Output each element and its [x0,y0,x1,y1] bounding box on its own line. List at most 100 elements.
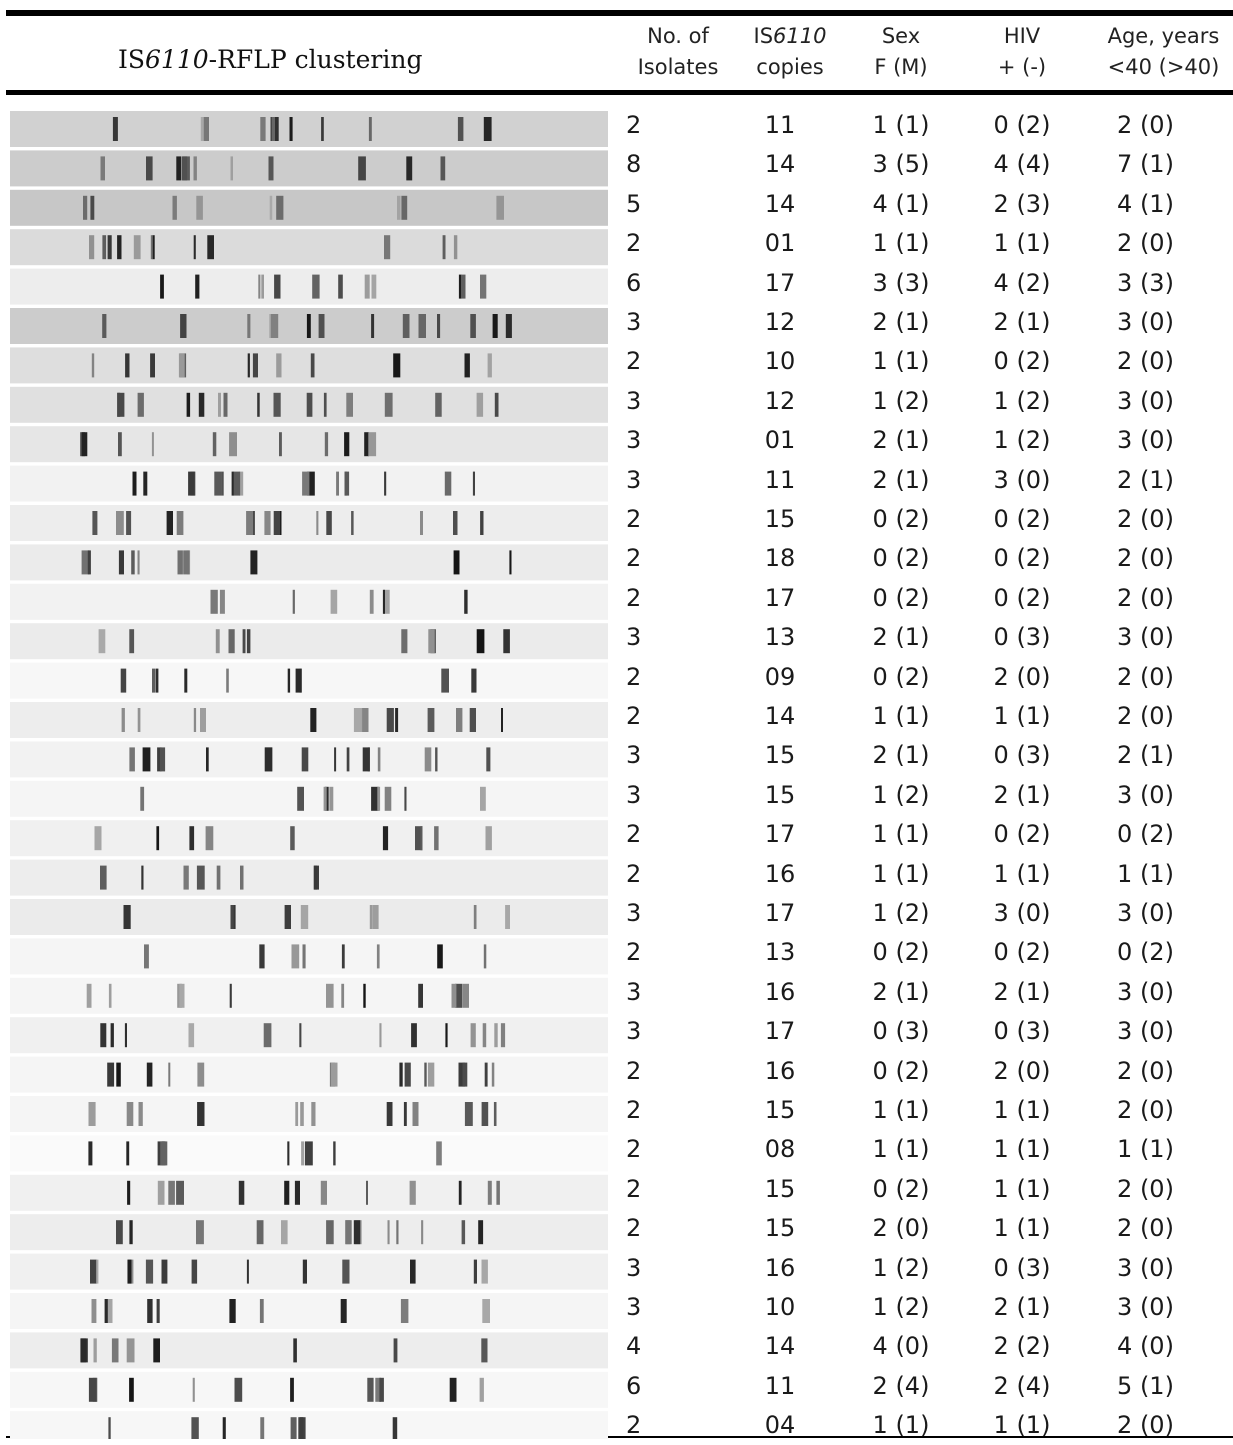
gel-band [156,826,160,851]
copies-cell: 14 [764,702,796,730]
hiv-cell: 2 (4) [993,1371,1051,1400]
age-cell: 2 (0) [1117,111,1174,139]
copies-cell: 15 [764,1214,796,1243]
gel-band [196,865,205,890]
gel-band [353,1220,361,1245]
copies-cell: 12 [764,308,796,336]
gel-band [344,471,350,496]
gel-band [479,1377,484,1402]
gel-lane [10,505,608,541]
gel-band [292,589,295,614]
gel-band [183,550,190,575]
isolates-cell: 2 [626,938,642,967]
gel-band [301,747,309,772]
copies-cell: 08 [764,1135,796,1164]
table-row: 2 10 1 (1) 0 (2) 2 (0) [620,342,1233,381]
sex-cell: 2 (0) [872,1214,930,1243]
gel-band [494,392,499,417]
copies-cell: 15 [764,505,796,533]
gel-band [326,1220,334,1245]
age-cell: 3 (0) [1117,780,1174,809]
gel-lane [10,111,608,147]
sex-cell: 1 (1) [872,1135,930,1164]
gel-lane [10,1253,608,1290]
age-cell: 3 (0) [1117,426,1174,455]
gel-band [406,156,413,181]
age-cell: 2 (1) [1117,465,1174,494]
gel-band [126,1141,130,1166]
table-row: 3 15 2 (1) 0 (3) 2 (1) [620,736,1233,775]
isolates-cell: 3 [626,780,642,809]
gel-band [230,156,233,181]
gel-band [306,392,313,417]
gel-band [200,117,204,141]
gel-band [404,786,407,811]
gel-band [141,865,144,890]
copies-cell: 16 [764,859,796,888]
isolates-cell: 3 [626,1253,642,1282]
gel-band [144,944,149,969]
table-row: 3 12 2 (1) 2 (1) 3 (0) [620,303,1233,342]
gel-band [189,826,195,851]
gel-band [379,1377,384,1402]
gel-band [269,195,273,220]
gel-band [126,1102,134,1126]
header-hiv: HIV + (-) [997,24,1047,79]
copies-cell: 14 [764,150,796,179]
isolates-cell: 2 [626,662,642,691]
gel-band [147,1299,153,1323]
gel-band [96,1259,99,1284]
isolates-cell: 3 [626,741,642,770]
hiv-cell: 1 (2) [993,386,1051,415]
gel-band [257,392,260,417]
hiv-cell: 4 (4) [993,150,1051,179]
gel-band [379,1023,382,1048]
isolates-cell: 5 [626,189,642,218]
gel-band [418,314,426,338]
age-cell: 2 (0) [1117,544,1174,573]
gel-band [458,1180,462,1205]
gel-band [276,195,284,220]
gel-band [180,314,187,338]
hiv-cell: 0 (2) [993,938,1051,967]
gel-band [246,511,254,535]
hiv-cell: 0 (3) [993,623,1051,652]
gel-band [157,1180,165,1205]
gel-band [471,668,477,693]
isolates-cell: 2 [626,1214,642,1243]
gel-band [231,471,235,496]
hiv-cell: 1 (1) [993,859,1051,888]
isolates-cell: 4 [626,1332,642,1361]
gel-band [108,983,112,1008]
copies-cell: 15 [764,780,796,809]
gel-band [90,1259,97,1284]
gel-band [505,314,512,338]
gel-column-title: IS6110-RFLP clustering [118,45,423,74]
gel-band [129,1377,134,1402]
age-cell: 2 (0) [1117,347,1174,376]
gel-band [384,786,392,811]
gel-band [444,471,452,496]
header-isolates: No. of Isolates [637,24,719,79]
gel-band [478,1220,484,1245]
isolates-cell: 2 [626,1056,642,1085]
gel-band [188,1023,195,1048]
gel-lane [10,426,608,463]
gel-band [362,747,370,772]
age-cell: 4 (1) [1117,189,1174,218]
gel-band [449,1377,457,1402]
gel-band [112,117,118,141]
hiv-cell: 0 (2) [993,347,1051,376]
gel-band [89,235,95,260]
gel-band [396,1220,399,1245]
sex-cell: 1 (2) [872,1293,930,1321]
gel-band [150,235,153,260]
gel-band [453,550,460,575]
gel-band [287,1141,290,1166]
isolates-cell: 2 [626,111,642,139]
gel-band [369,905,373,929]
gel-band [482,1023,487,1048]
isolates-cell: 3 [626,623,642,652]
isolates-cell: 2 [626,583,642,612]
gel-band [458,274,462,299]
